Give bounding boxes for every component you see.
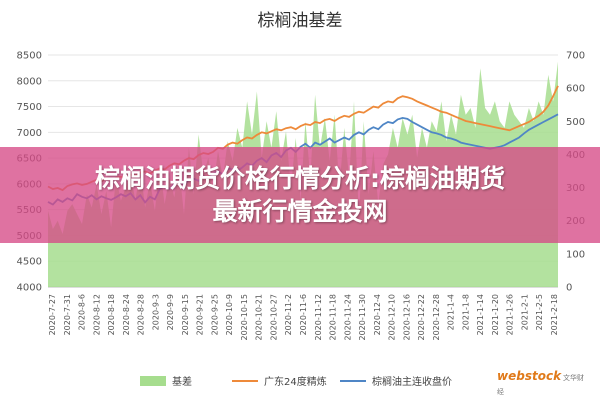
left-tick-label: 4500 <box>17 257 42 268</box>
x-tick-label: 2021-1-20 <box>491 294 500 335</box>
left-tick-label: 7000 <box>17 128 42 139</box>
x-tick-label: 2020-12-28 <box>432 294 441 341</box>
right-tick-label: 700 <box>566 51 585 62</box>
x-tick-label: 2020-10-9 <box>225 294 234 335</box>
x-tick-label: 2020-10-15 <box>240 294 249 341</box>
x-tick-label: 2021-2-5 <box>535 294 544 330</box>
x-tick-label: 2021-1-14 <box>476 294 485 335</box>
legend-label: 基差 <box>172 375 192 388</box>
x-tick-label: 2020-11-30 <box>358 294 367 341</box>
banner-line-2: 最新行情金投网 <box>212 197 388 226</box>
x-tick-label: 2020-8-28 <box>137 294 146 335</box>
x-tick-label: 2021-1-26 <box>506 294 515 335</box>
x-tick-label: 2021-1-4 <box>447 294 456 330</box>
x-tick-label: 2020-9-3 <box>151 294 160 330</box>
right-tick-label: 600 <box>566 84 585 95</box>
chart-title: 棕榈油基差 <box>258 11 343 31</box>
legend-label: 棕榈油主连收盘价 <box>372 375 452 388</box>
x-tick-label: 2020-10-27 <box>269 294 278 341</box>
logo-brand-cn: 文华财经 <box>497 374 585 396</box>
legend-swatch-basis <box>140 376 166 386</box>
x-tick-label: 2020-9-9 <box>166 294 175 330</box>
x-tick-label: 2020-8-18 <box>107 294 116 335</box>
right-tick-label: 100 <box>566 249 585 260</box>
x-tick-label: 2020-10-21 <box>255 294 264 341</box>
left-tick-label: 4000 <box>17 283 42 294</box>
x-tick-label: 2020-11-24 <box>343 294 352 341</box>
overlay-banner[interactable]: 棕榈油期货价格行情分析:棕榈油期货 最新行情金投网 <box>0 147 600 243</box>
x-tick-label: 2020-11-2 <box>284 294 293 335</box>
x-tick-label: 2020-8-12 <box>92 294 101 335</box>
x-tick-label: 2020-8-24 <box>122 294 131 335</box>
x-tick-label: 2020-12-4 <box>373 294 382 335</box>
x-tick-label: 2020-11-12 <box>314 294 323 341</box>
right-tick-label: 500 <box>566 117 585 128</box>
x-tick-label: 2020-8-6 <box>78 294 87 330</box>
x-tick-label: 2020-11-18 <box>329 294 338 341</box>
right-tick-label: 0 <box>566 283 572 294</box>
x-tick-label: 2020-12-22 <box>417 294 426 341</box>
x-tick-label: 2020-9-15 <box>181 294 190 335</box>
x-tick-label: 2021-1-8 <box>461 294 470 330</box>
logo-brand-a: web <box>497 369 525 383</box>
left-tick-label: 8000 <box>17 76 42 87</box>
x-axis: 2020-7-27 2020-7-31 2020-8-6 2020-8-12 2020-… <box>48 294 559 341</box>
x-tick-label: 2020-7-31 <box>63 294 72 335</box>
legend-label: 广东24度精炼 <box>264 375 327 388</box>
left-tick-label: 7500 <box>17 102 42 113</box>
x-tick-label: 2020-9-21 <box>196 294 205 335</box>
x-tick-label: 2020-7-27 <box>48 294 57 335</box>
x-tick-label: 2020-11-6 <box>299 294 308 335</box>
x-tick-label: 2020-9-25 <box>210 294 219 335</box>
x-tick-label: 2020-12-16 <box>402 294 411 341</box>
banner-line-1: 棕榈油期货价格行情分析:棕榈油期货 <box>95 164 505 193</box>
x-tick-label: 2021-2-1 <box>520 294 529 330</box>
webstock-logo: webstock 文华财经 <box>497 369 585 396</box>
logo-brand-b: stock <box>524 369 562 383</box>
legend: 基差 广东24度精炼 棕榈油主连收盘价 <box>140 375 452 388</box>
x-tick-label: 2020-12-10 <box>388 294 397 341</box>
left-tick-label: 8500 <box>17 51 42 62</box>
x-tick-label: 2021-2-18 <box>550 294 559 335</box>
